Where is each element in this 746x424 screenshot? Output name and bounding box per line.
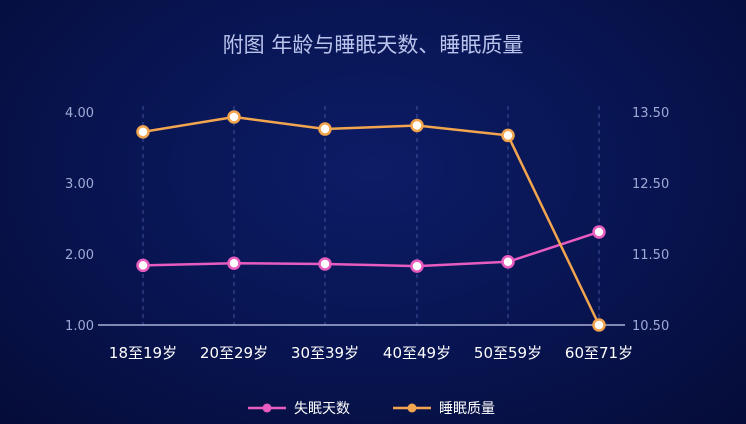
legend-label: 失眠天数 — [294, 401, 350, 417]
left-axis: 1.00 2.00 3.00 4.00 — [65, 106, 94, 334]
left-tick-label: 3.00 — [65, 177, 94, 192]
chart-title: 附图 年龄与睡眠天数、睡眠质量 — [223, 33, 524, 57]
data-point — [318, 122, 332, 136]
data-point — [136, 258, 150, 273]
data-point — [227, 110, 241, 124]
right-tick-label: 11.50 — [632, 248, 669, 263]
data-point — [318, 257, 332, 271]
right-tick-label: 10.50 — [632, 319, 669, 334]
legend-marker — [262, 403, 272, 413]
data-point — [227, 256, 241, 270]
data-point — [592, 225, 606, 239]
x-tick-label: 40至49岁 — [383, 344, 451, 362]
data-point — [136, 125, 150, 139]
data-point — [501, 255, 515, 269]
x-tick-label: 20至29岁 — [200, 344, 268, 362]
legend-marker — [407, 403, 417, 413]
x-tick-label: 50至59岁 — [474, 344, 542, 362]
x-axis: 18至19岁 20至29岁 30至39岁 40至49岁 50至59岁 60至71岁 — [109, 344, 633, 362]
right-tick-label: 12.50 — [632, 177, 669, 192]
x-tick-label: 30至39岁 — [291, 344, 359, 362]
series-group — [136, 110, 606, 332]
left-tick-label: 1.00 — [65, 319, 94, 334]
data-point — [410, 259, 424, 273]
series-line-0 — [142, 230, 600, 268]
data-point — [592, 318, 606, 332]
x-tick-label: 18至19岁 — [109, 344, 177, 362]
legend-label: 睡眠质量 — [439, 401, 495, 417]
series-line-1 — [142, 115, 601, 326]
x-tick-label: 60至71岁 — [565, 344, 633, 362]
legend: 失眠天数 睡眠质量 — [248, 401, 495, 417]
right-tick-label: 13.50 — [632, 106, 669, 121]
data-point — [501, 128, 515, 143]
left-tick-label: 4.00 — [65, 106, 94, 121]
left-tick-label: 2.00 — [65, 248, 94, 263]
grid — [142, 106, 600, 325]
right-axis: 10.50 11.50 12.50 13.50 — [632, 106, 669, 334]
data-point — [410, 118, 424, 133]
